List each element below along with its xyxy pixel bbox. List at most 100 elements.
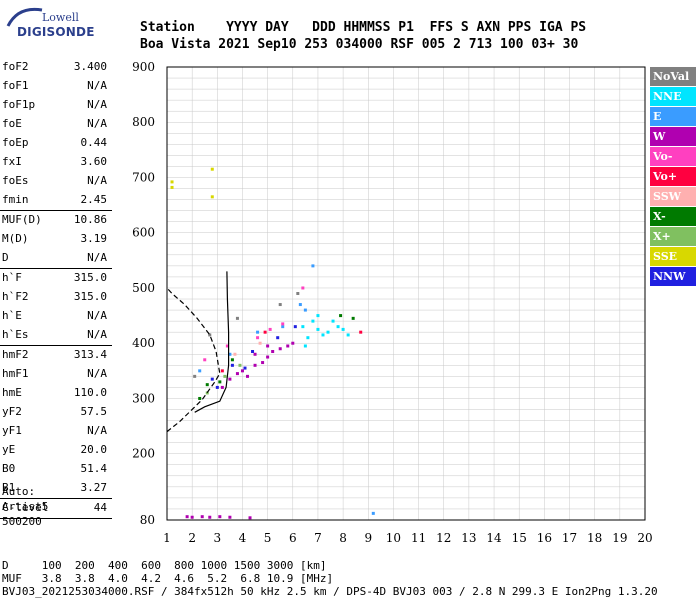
param-value: N/A bbox=[87, 367, 107, 380]
footer: D 100 200 400 600 800 1000 1500 3000 [km… bbox=[2, 559, 658, 598]
param-value: 3.400 bbox=[73, 60, 107, 73]
data-point bbox=[210, 377, 214, 381]
param-value: 315.0 bbox=[73, 271, 107, 284]
x-tick-label: 5 bbox=[264, 531, 272, 545]
param-value: N/A bbox=[87, 424, 107, 437]
data-point bbox=[316, 327, 320, 331]
legend-item: Vo+ bbox=[650, 167, 696, 186]
data-point bbox=[296, 292, 300, 295]
data-point bbox=[198, 369, 202, 373]
param-value: N/A bbox=[87, 328, 107, 341]
param-label: yF2 bbox=[2, 405, 22, 418]
data-point bbox=[208, 333, 212, 337]
x-tick-label: 19 bbox=[612, 531, 627, 545]
param-label: fxI bbox=[2, 155, 22, 168]
data-point bbox=[258, 341, 262, 345]
data-point bbox=[230, 363, 234, 367]
param-row: foF1 N/A bbox=[0, 77, 112, 96]
footer-file-info: BVJ03_2021253034000.RSF / 384fx512h 50 k… bbox=[2, 585, 658, 598]
data-point bbox=[316, 314, 320, 318]
x-tick-label: 11 bbox=[411, 531, 426, 545]
logo-line2: DIGISONDE bbox=[17, 25, 95, 39]
param-row: yE 20.0 bbox=[0, 441, 112, 460]
param-value: 44 bbox=[93, 501, 107, 514]
legend-item: W bbox=[650, 127, 696, 146]
data-point bbox=[210, 195, 214, 199]
param-value: N/A bbox=[87, 174, 107, 187]
x-tick-label: 3 bbox=[213, 531, 221, 545]
data-point bbox=[248, 516, 252, 520]
header-row1: Station YYYY DAY DDD HHMMSS P1 FFS S AXN… bbox=[140, 20, 587, 35]
data-point bbox=[303, 308, 307, 312]
param-row: h`F2 315.0 bbox=[0, 288, 112, 307]
data-point bbox=[190, 515, 194, 519]
data-point bbox=[256, 330, 260, 334]
param-value: 3.60 bbox=[80, 155, 108, 168]
param-label: foF1 bbox=[2, 79, 29, 92]
data-point bbox=[205, 383, 209, 387]
station-header: Station YYYY DAY DDD HHMMSS P1 FFS S AXN… bbox=[140, 19, 586, 53]
data-point bbox=[286, 344, 290, 348]
param-row: foEp 0.44 bbox=[0, 134, 112, 153]
data-point bbox=[291, 341, 295, 345]
data-point bbox=[230, 358, 234, 362]
param-row: foF1p N/A bbox=[0, 96, 112, 115]
legend-item: E bbox=[650, 107, 696, 126]
x-tick-label: 12 bbox=[436, 531, 451, 545]
profile-trace-dashed bbox=[166, 287, 221, 433]
auto-info: Auto: Artist5 500200 bbox=[2, 484, 48, 529]
data-point bbox=[293, 325, 297, 329]
x-tick-label: 6 bbox=[289, 531, 297, 545]
data-point bbox=[311, 264, 315, 268]
data-point bbox=[346, 333, 350, 337]
data-point bbox=[281, 325, 285, 329]
data-point bbox=[198, 396, 202, 400]
data-point bbox=[185, 515, 189, 519]
y-tick-label: 600 bbox=[132, 226, 155, 240]
param-label: h`F2 bbox=[2, 290, 29, 303]
data-point bbox=[228, 377, 232, 381]
param-row: B0 51.4 bbox=[0, 460, 112, 479]
x-tick-label: 15 bbox=[512, 531, 527, 545]
param-row: hmF2 313.4 bbox=[0, 346, 112, 365]
data-point bbox=[225, 344, 229, 348]
data-point bbox=[271, 350, 275, 354]
param-label: foF1p bbox=[2, 98, 36, 111]
param-label: B1 bbox=[2, 481, 16, 494]
param-label: foF2 bbox=[2, 60, 29, 73]
data-point bbox=[301, 325, 305, 329]
legend-item: NoVal bbox=[650, 67, 696, 86]
data-point bbox=[276, 336, 280, 340]
data-point bbox=[339, 314, 343, 318]
data-point bbox=[170, 185, 174, 189]
data-point bbox=[311, 319, 315, 323]
param-label: MUF(D) bbox=[2, 213, 42, 226]
data-point bbox=[336, 325, 340, 329]
param-label: hmF1 bbox=[2, 367, 29, 380]
param-value: N/A bbox=[87, 79, 107, 92]
auto-label: Auto: bbox=[2, 485, 36, 498]
auto-code: 500200 bbox=[2, 515, 42, 528]
param-label: foEp bbox=[2, 136, 29, 149]
data-point bbox=[203, 358, 207, 362]
data-point bbox=[298, 303, 302, 307]
legend-item: X- bbox=[650, 207, 696, 226]
data-point bbox=[200, 515, 204, 519]
x-tick-label: 4 bbox=[239, 531, 247, 545]
footer-muf-row: MUF 3.8 3.8 4.0 4.2 4.6 5.2 6.8 10.9 [MH… bbox=[2, 572, 334, 585]
param-label: M(D) bbox=[2, 232, 29, 245]
param-value: 10.86 bbox=[73, 213, 107, 226]
param-label: yE bbox=[2, 443, 16, 456]
x-tick-label: 1 bbox=[163, 531, 171, 545]
data-point bbox=[215, 385, 219, 389]
param-label: h`F bbox=[2, 271, 22, 284]
data-point bbox=[235, 316, 239, 320]
data-point bbox=[266, 344, 270, 348]
param-row: MUF(D) 10.86 bbox=[0, 211, 112, 230]
param-value: 3.27 bbox=[80, 481, 108, 494]
data-point bbox=[281, 322, 285, 326]
param-label: D bbox=[2, 251, 9, 264]
data-point bbox=[306, 336, 310, 340]
legend-item: NNE bbox=[650, 87, 696, 106]
